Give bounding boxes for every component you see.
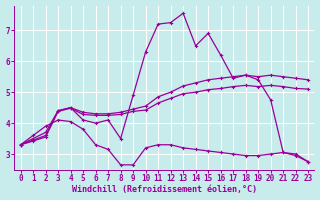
X-axis label: Windchill (Refroidissement éolien,°C): Windchill (Refroidissement éolien,°C) [72,185,257,194]
